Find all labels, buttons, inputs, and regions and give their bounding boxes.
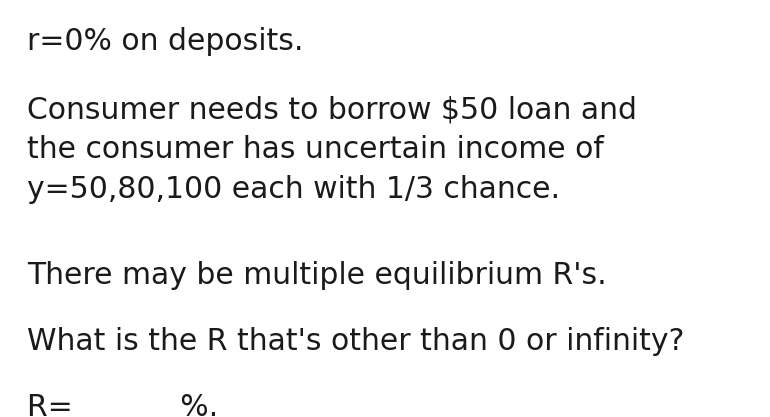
Text: Consumer needs to borrow $50 loan and
the consumer has uncertain income of
y=50,: Consumer needs to borrow $50 loan and th… xyxy=(27,96,637,203)
Text: There may be multiple equilibrium R's.: There may be multiple equilibrium R's. xyxy=(27,261,607,290)
Text: What is the R that's other than 0 or infinity?: What is the R that's other than 0 or inf… xyxy=(27,327,685,357)
Text: R=_ _ _ _  %.: R=_ _ _ _ %. xyxy=(27,394,218,417)
Text: r=0% on deposits.: r=0% on deposits. xyxy=(27,27,303,56)
